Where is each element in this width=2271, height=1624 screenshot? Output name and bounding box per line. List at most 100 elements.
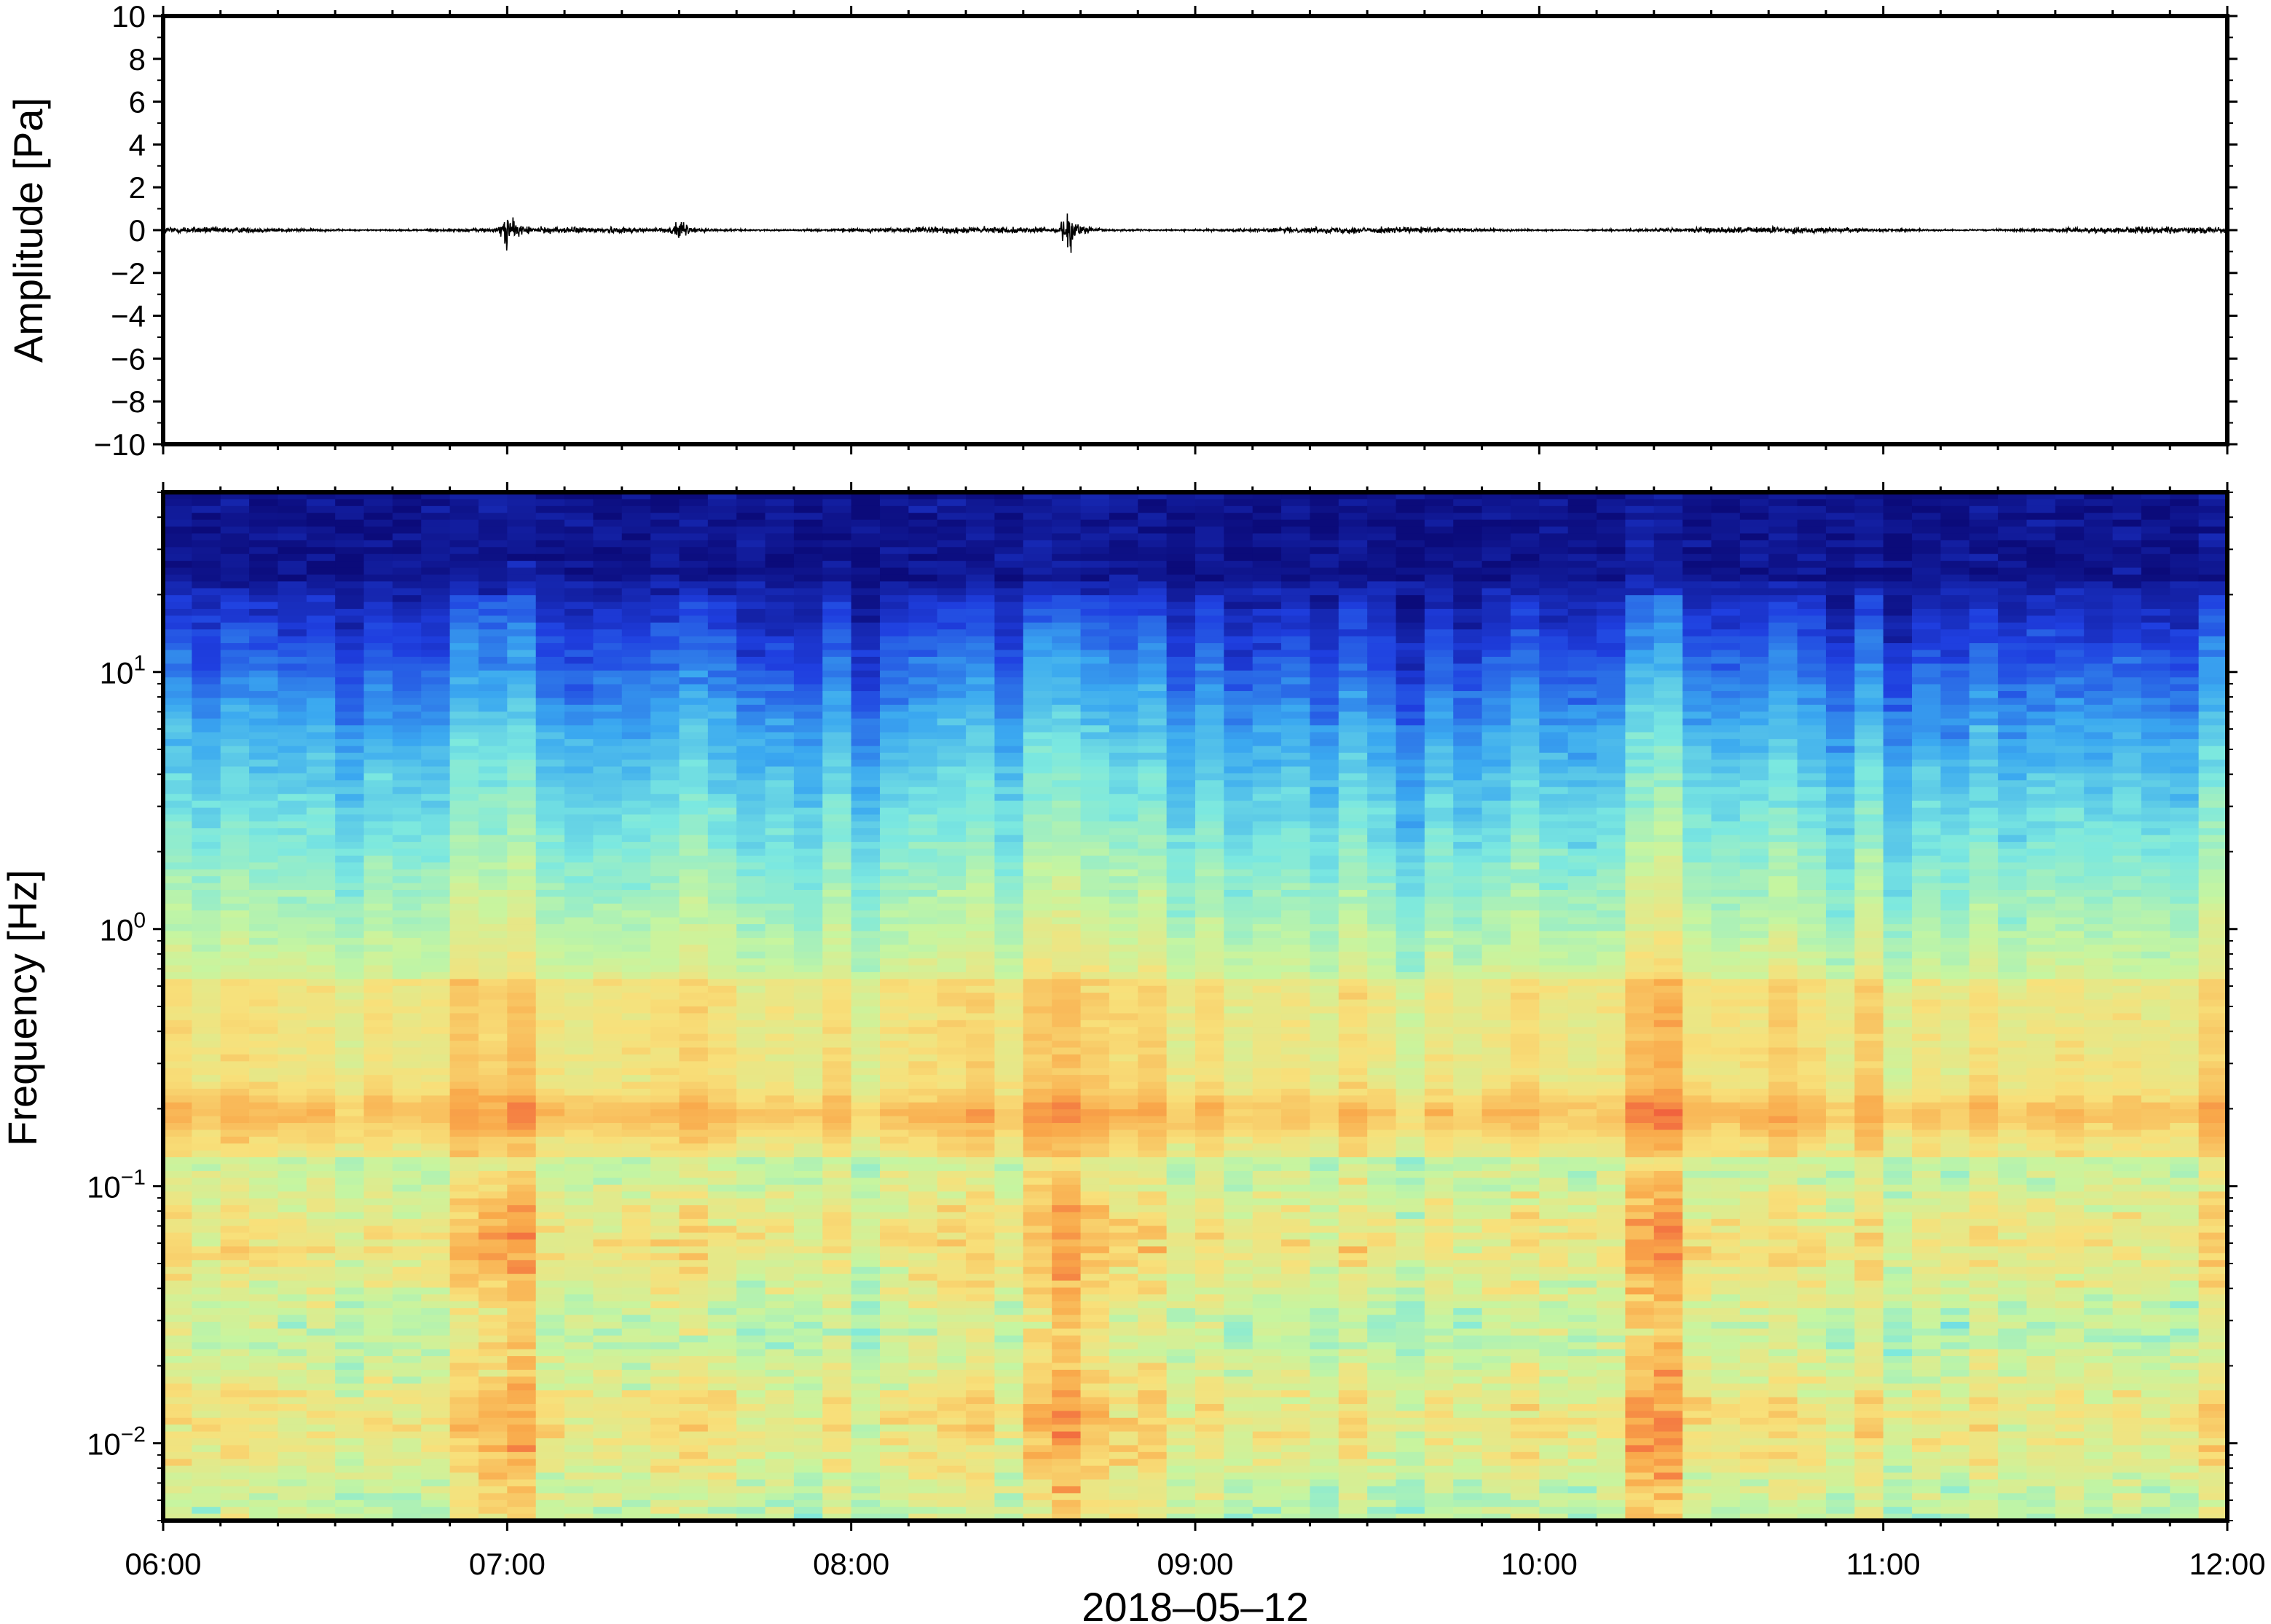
heatmap-cell [507,835,537,843]
heatmap-cell [994,999,1024,1007]
heatmap-cell [535,732,565,740]
heatmap-cell [392,1164,422,1172]
heatmap-cell [163,1109,193,1117]
heatmap-cell [707,656,738,665]
heatmap-cell [220,1027,250,1035]
heatmap-cell [1052,1047,1082,1055]
heatmap-cell [736,1075,766,1083]
heatmap-cell [908,1513,938,1521]
heatmap-cell [278,732,307,740]
heatmap-cell [335,746,365,754]
heatmap-cell [1080,533,1110,541]
heatmap-cell [192,842,221,850]
heatmap-cell [937,1308,967,1316]
heatmap-cell [335,643,365,651]
heatmap-cell [937,1143,967,1151]
heatmap-cell [421,602,451,610]
heatmap-cell [593,821,623,829]
heatmap-cell [593,760,623,768]
heatmap-cell [966,993,996,1001]
heatmap-cell [822,945,852,953]
heatmap-cell [966,712,996,720]
heatmap-cell [679,869,709,877]
heatmap-cell [765,629,795,637]
heatmap-cell [478,650,508,658]
heatmap-cell [707,773,738,781]
heatmap-cell [966,910,996,918]
heatmap-cell [593,505,623,514]
heatmap-cell [937,1459,967,1467]
heatmap-cell [765,1328,795,1336]
heatmap-cell [937,1465,967,1473]
heatmap-cell [220,677,250,685]
heatmap-cell [593,540,623,548]
heatmap-cell [564,561,594,569]
heatmap-cell [765,1260,795,1268]
heatmap-cell [937,910,967,918]
heatmap-cell [392,1123,422,1131]
heatmap-cell [908,1479,938,1487]
heatmap-cell [593,561,623,569]
heatmap-cell [163,492,193,500]
heatmap-cell [679,1253,709,1261]
heatmap-cell [650,910,680,918]
heatmap-cell [363,615,393,623]
heatmap-cell [822,1184,852,1192]
heatmap-cell [507,712,537,720]
heatmap-cell [1052,993,1082,1001]
heatmap-cell [621,1335,651,1344]
heatmap-cell [363,958,393,966]
heatmap-cell [363,1445,393,1453]
heatmap-cell [793,931,824,939]
heatmap-cell [335,1431,365,1439]
heatmap-cell [937,1047,967,1055]
heatmap-cell [679,766,709,774]
heatmap-cell [822,1390,852,1398]
heatmap-cell [220,1356,250,1364]
heatmap-cell [421,1226,451,1234]
heatmap-cell [1080,663,1110,671]
heatmap-cell [679,1363,709,1371]
heatmap-cell [220,896,250,904]
heatmap-cell [994,1397,1024,1405]
heatmap-cell [736,718,766,726]
heatmap-cell [736,561,766,569]
heatmap-cell [966,876,996,884]
heatmap-cell [765,1116,795,1124]
heatmap-cell [593,1287,623,1296]
heatmap-cell [851,656,881,665]
heatmap-cell [535,1033,565,1041]
heatmap-cell [1052,567,1082,575]
heatmap-cell [994,931,1024,939]
heatmap-cell [765,1081,795,1089]
heatmap-cell [650,1507,680,1515]
heatmap-cell [363,622,393,631]
heatmap-cell [449,1088,479,1097]
heatmap-cell [994,1513,1024,1521]
heatmap-cell [765,931,795,939]
heatmap-cell [192,547,221,555]
heatmap-cell [736,1473,766,1481]
heatmap-cell [765,1033,795,1041]
heatmap-cell [335,951,365,959]
heatmap-cell [1052,1280,1082,1288]
heatmap-cell [793,1397,824,1405]
heatmap-cell [736,1047,766,1055]
heatmap-cell [851,821,881,829]
heatmap-cell [679,1328,709,1336]
heatmap-cell [278,1253,307,1261]
heatmap-cell [593,738,623,747]
heatmap-cell [822,965,852,973]
heatmap-cell [650,1006,680,1014]
heatmap-cell [851,1451,881,1460]
heatmap-cell [994,567,1024,575]
heatmap-cell [478,1513,508,1521]
heatmap-cell [707,1513,738,1521]
heatmap-cell [507,1041,537,1049]
heatmap-cell [994,985,1024,993]
heatmap-cell [507,547,537,555]
heatmap-cell [478,1499,508,1507]
heatmap-cell [535,862,565,870]
heatmap-cell [908,725,938,733]
heatmap-cell [822,636,852,644]
